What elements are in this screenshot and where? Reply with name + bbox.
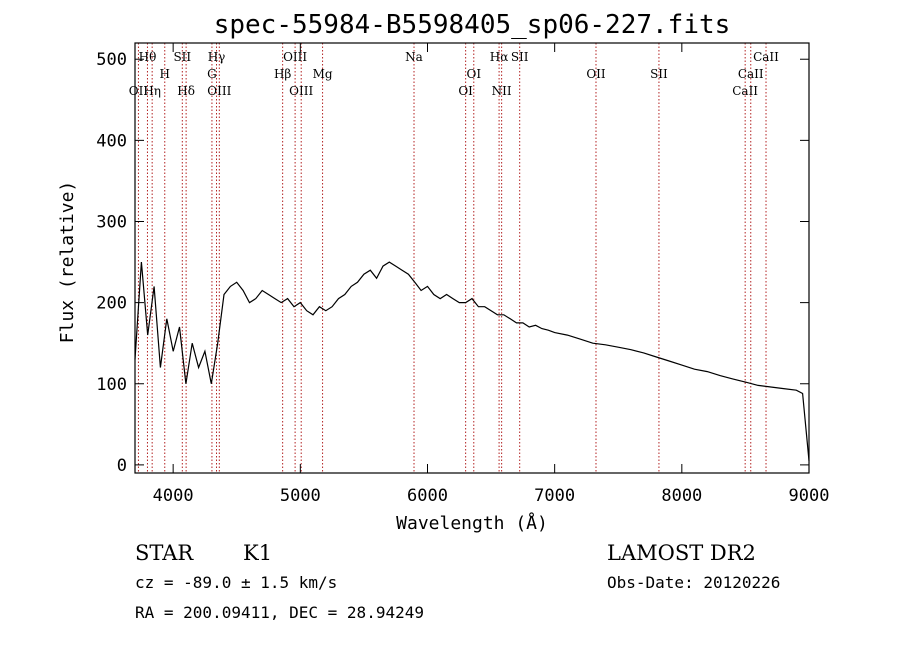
line-label: OI [458, 84, 473, 98]
line-label: OIII [289, 84, 313, 98]
plot-frame [134, 42, 810, 474]
x-tick-label: 5000 [280, 486, 321, 506]
x-ticks: 4000 5000 6000 7000 8000 9000 [153, 43, 830, 506]
y-tick-label: 0 [117, 456, 127, 476]
y-tick-label: 200 [96, 294, 127, 314]
spectrum-line [134, 261, 810, 461]
line-label: SII [511, 50, 529, 64]
x-tick-label: 6000 [407, 486, 448, 506]
line-label: OIII [283, 50, 307, 64]
y-ticks: 0 100 200 300 400 500 [96, 50, 809, 476]
y-tick-label: 500 [96, 50, 127, 70]
line-labels: HθOIIHηHSIIHδHγGOIIIHβOIIIOIIIMgNaOIOIHα… [129, 50, 779, 98]
line-label: Hβ [274, 67, 291, 81]
y-tick-label: 300 [96, 212, 127, 232]
line-label: H [160, 67, 170, 81]
line-label: Hθ [139, 50, 157, 64]
line-label: CaII [753, 50, 779, 64]
line-label: CaII [732, 84, 758, 98]
line-label: OII [129, 84, 149, 98]
x-tick-label: 7000 [534, 486, 575, 506]
line-markers [137, 43, 767, 473]
line-label: Hδ [177, 84, 195, 98]
object-subclass: K1 [243, 541, 272, 565]
line-label: Hγ [208, 50, 226, 64]
line-label: Na [405, 50, 423, 64]
line-label: Hη [143, 84, 161, 98]
x-tick-label: 4000 [153, 486, 194, 506]
survey-name: LAMOST DR2 [607, 541, 756, 565]
line-label: SII [173, 50, 191, 64]
ra-dec: RA = 200.09411, DEC = 28.94249 [135, 603, 424, 622]
object-class: STAR [135, 541, 194, 565]
line-label: OI [466, 67, 481, 81]
y-tick-label: 400 [96, 131, 127, 151]
obs-date: Obs-Date: 20120226 [607, 573, 780, 592]
line-label: Hα [490, 50, 509, 64]
y-tick-label: 100 [96, 375, 127, 395]
y-axis-label: Flux (relative) [57, 181, 78, 344]
line-label: OII [586, 67, 606, 81]
line-label: Mg [313, 67, 333, 81]
line-label: SII [650, 67, 668, 81]
x-axis-label: Wavelength (Å) [396, 512, 548, 534]
x-tick-label: 8000 [661, 486, 702, 506]
chart-title: spec-55984-B5598405_sp06-227.fits [214, 10, 731, 40]
line-label: CaII [738, 67, 764, 81]
line-label: G [207, 67, 217, 81]
line-label: NII [492, 84, 512, 98]
line-label: OIII [207, 84, 231, 98]
x-tick-label: 9000 [789, 486, 830, 506]
cz-value: cz = -89.0 ± 1.5 km/s [135, 573, 337, 592]
